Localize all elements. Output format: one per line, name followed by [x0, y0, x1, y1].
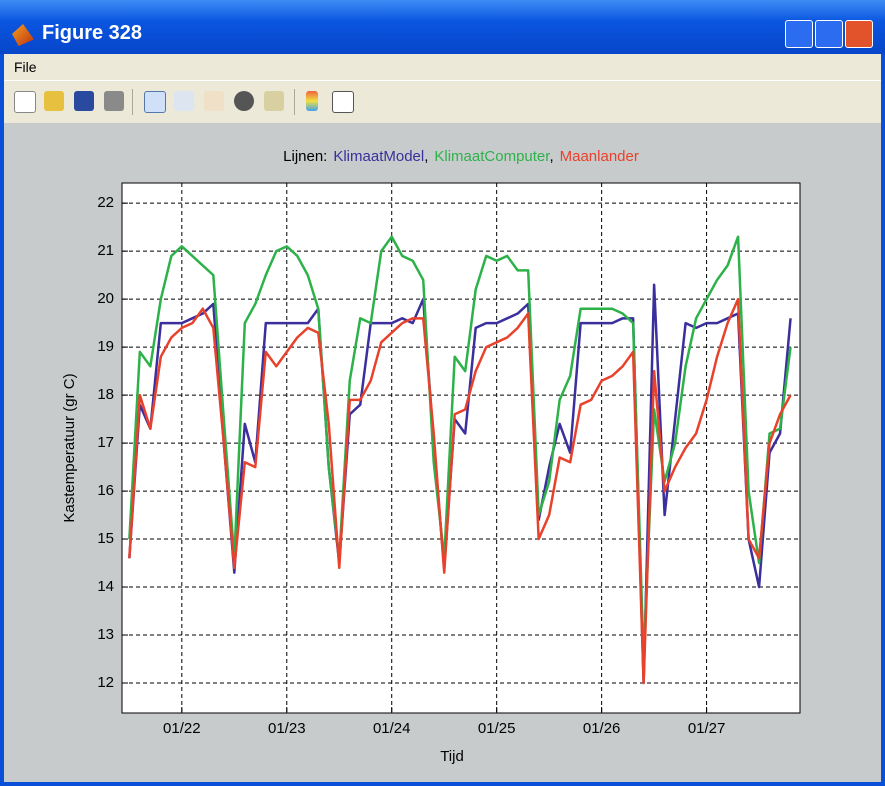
chart-title: Lijnen: KlimaatModel, KlimaatComputer, Maan… — [283, 148, 639, 165]
pan-button[interactable] — [204, 91, 224, 111]
title-bar: Figure 328 — [0, 0, 885, 54]
zoom-in-button[interactable] — [144, 91, 166, 113]
y-tick-label: 20 — [97, 290, 114, 307]
y-tick-label: 15 — [97, 530, 114, 547]
x-tick-label: 01/25 — [478, 720, 516, 737]
series-line — [128, 283, 792, 685]
colorbar-button[interactable] — [306, 91, 318, 111]
print-button[interactable] — [104, 91, 124, 111]
rotate-button[interactable] — [234, 91, 254, 111]
new-button[interactable] — [14, 91, 36, 113]
x-tick-label: 01/24 — [373, 720, 411, 737]
window-title: Figure 328 — [42, 22, 143, 44]
close-button[interactable] — [845, 20, 873, 48]
x-tick-label: 01/26 — [583, 720, 621, 737]
y-tick-label: 14 — [97, 578, 114, 595]
legend-entry: KlimaatComputer — [434, 148, 550, 165]
x-axis-label: Tijd — [440, 748, 464, 765]
legend-entry: KlimaatModel — [333, 148, 424, 165]
menu-item[interactable]: File — [14, 59, 37, 75]
y-tick-label: 19 — [97, 338, 114, 355]
save-button[interactable] — [74, 91, 94, 111]
x-tick-label: 01/22 — [163, 720, 201, 737]
y-tick-label: 17 — [97, 434, 114, 451]
y-tick-label: 12 — [97, 674, 114, 691]
x-tick-label: 01/23 — [268, 720, 306, 737]
separator — [294, 89, 295, 115]
y-tick-label: 18 — [97, 386, 114, 403]
maximize-button[interactable] — [815, 20, 843, 48]
series-line — [128, 297, 792, 685]
zoom-out-button[interactable] — [174, 91, 194, 111]
y-tick-label: 22 — [97, 194, 114, 211]
legend-entry: Maanlander — [560, 148, 639, 165]
title-prefix: Lijnen: — [283, 148, 327, 165]
y-tick-label: 13 — [97, 626, 114, 643]
minimize-button[interactable] — [785, 20, 813, 48]
y-axis-label: Kastemperatuur (gr C) — [61, 373, 78, 522]
legend-separator: , — [549, 148, 553, 165]
y-tick-label: 16 — [97, 482, 114, 499]
series-line — [128, 235, 792, 661]
plot-border — [121, 182, 801, 714]
open-button[interactable] — [44, 91, 64, 111]
menu-bar: File — [4, 54, 881, 80]
datacursor-button[interactable] — [264, 91, 284, 111]
x-tick-label: 01/27 — [688, 720, 726, 737]
legend-button[interactable] — [332, 91, 354, 113]
y-tick-label: 21 — [97, 242, 114, 259]
separator — [132, 89, 133, 115]
legend-separator: , — [424, 148, 428, 165]
